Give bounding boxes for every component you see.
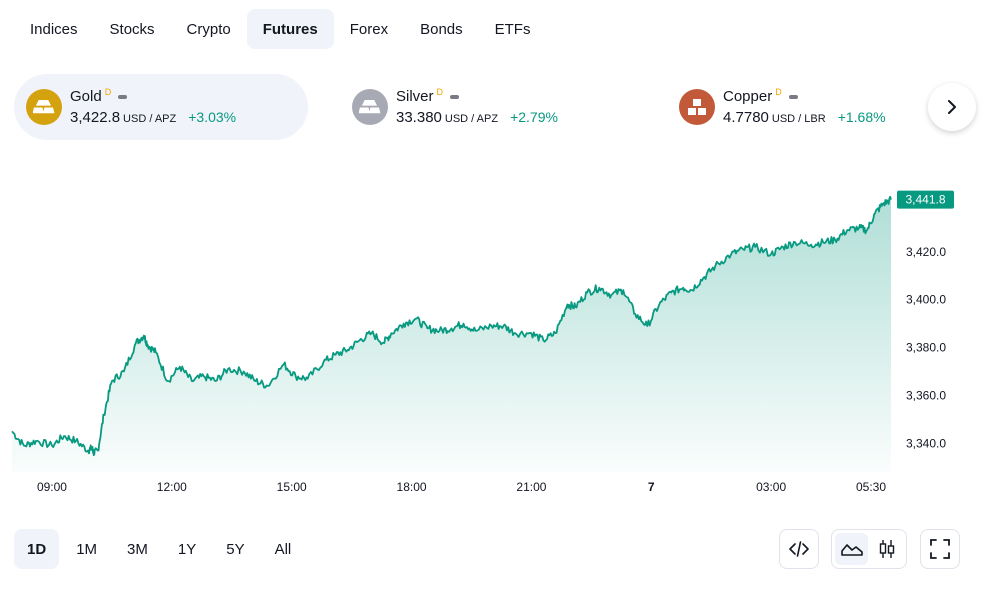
y-tick-label: 3,340.0 — [906, 436, 946, 450]
symbol-cards: Gold D 3,422.8 USD / APZ +3.03% Silver D… — [14, 74, 976, 140]
last-price-badge — [897, 190, 954, 209]
card-price: 3,422.8 — [70, 109, 121, 126]
tab-forex[interactable]: Forex — [349, 20, 389, 38]
tab-crypto[interactable]: Crypto — [186, 20, 231, 38]
silver-icon — [352, 89, 388, 125]
y-tick-label: 3,420.0 — [906, 245, 946, 259]
price-line — [11, 195, 892, 457]
card-unit: USD / APZ — [123, 113, 177, 125]
card-unit: USD / LBR — [771, 113, 826, 125]
range-5y[interactable]: 5Y — [226, 540, 245, 558]
card-unit: USD / APZ — [444, 113, 499, 125]
range-3m[interactable]: 3M — [127, 540, 148, 558]
tab-bonds[interactable]: Bonds — [420, 20, 463, 38]
tab-etfs[interactable]: ETFs — [494, 20, 531, 38]
chevron-right-icon — [948, 100, 956, 114]
price-chart[interactable]: 3,340.0 3,360.0 3,380.0 3,400.0 3,420.0 09:0… — [0, 160, 989, 505]
market-status-icon — [450, 94, 460, 99]
y-tick-label: 3,400.0 — [906, 293, 946, 307]
card-name: Gold — [70, 88, 102, 105]
range-1m[interactable]: 1M — [76, 540, 98, 558]
market-tabs: Indices Stocks Crypto Futures Forex Bond… — [14, 9, 546, 49]
code-icon — [789, 541, 809, 557]
x-tick-label: 18:00 — [397, 480, 427, 494]
copper-icon — [679, 89, 715, 125]
market-status-icon — [118, 94, 128, 99]
area-chart-icon — [840, 544, 863, 556]
embed-button[interactable] — [779, 529, 819, 569]
x-tick-label: 15:00 — [277, 480, 307, 494]
x-tick-label: 09:00 — [37, 480, 67, 494]
chart-style-toggle — [831, 529, 907, 569]
market-status-icon — [788, 94, 798, 99]
range-1y[interactable]: 1Y — [177, 540, 197, 558]
delayed-badge: D — [436, 86, 444, 97]
tab-futures[interactable]: Futures — [246, 9, 334, 49]
range-all[interactable]: All — [274, 540, 292, 558]
tab-indices[interactable]: Indices — [30, 20, 78, 38]
x-tick-label: 05:30 — [856, 480, 886, 494]
range-selector: 1D 1M 3M 1Y 5Y All — [14, 529, 304, 569]
card-change: +2.79% — [510, 109, 558, 125]
y-tick-label: 3,380.0 — [906, 341, 946, 355]
x-tick-label: 7 — [648, 480, 655, 494]
card-price: 33.380 — [396, 109, 442, 126]
x-tick-label: 12:00 — [157, 480, 187, 494]
card-change: +3.03% — [188, 109, 237, 125]
next-cards-button[interactable] — [928, 83, 976, 131]
y-tick-label: 3,360.0 — [906, 388, 946, 402]
card-price: 4.7780 — [723, 109, 769, 126]
price-area — [12, 196, 891, 473]
fullscreen-icon — [930, 539, 950, 559]
candlestick-icon — [879, 540, 894, 558]
area-chart-button[interactable] — [835, 533, 868, 565]
card-silver[interactable]: Silver D 33.380 USD / APZ +2.79% — [340, 74, 600, 140]
card-copper[interactable]: Copper D 4.7780 USD / LBR +1.68% — [667, 74, 927, 140]
x-tick-label: 03:00 — [756, 480, 786, 494]
card-name: Copper — [723, 88, 773, 105]
card-change: +1.68% — [837, 109, 886, 125]
delayed-badge: D — [104, 86, 112, 97]
card-gold[interactable]: Gold D 3,422.8 USD / APZ +3.03% — [14, 74, 308, 140]
range-1d[interactable]: 1D — [14, 529, 60, 569]
card-name: Silver — [396, 88, 434, 105]
tab-stocks[interactable]: Stocks — [109, 20, 155, 38]
last-price-label: 3,441.8 — [905, 193, 945, 207]
delayed-badge: D — [775, 86, 782, 97]
candle-chart-button[interactable] — [870, 533, 903, 565]
fullscreen-button[interactable] — [920, 529, 960, 569]
x-tick-label: 21:00 — [516, 480, 546, 494]
gold-icon — [26, 89, 62, 125]
